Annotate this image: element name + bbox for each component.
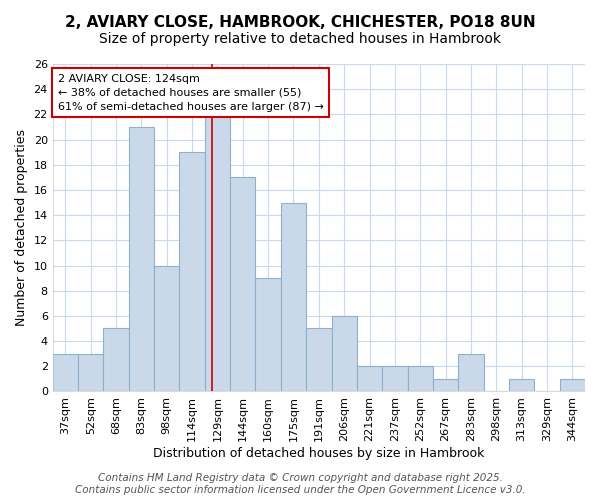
Text: Size of property relative to detached houses in Hambrook: Size of property relative to detached ho…	[99, 32, 501, 46]
Bar	[332, 316, 357, 392]
Bar	[179, 152, 205, 392]
Bar	[154, 266, 179, 392]
Bar	[458, 354, 484, 392]
Bar	[230, 178, 256, 392]
Text: Contains HM Land Registry data © Crown copyright and database right 2025.
Contai: Contains HM Land Registry data © Crown c…	[74, 474, 526, 495]
Bar	[509, 379, 535, 392]
Text: 2, AVIARY CLOSE, HAMBROOK, CHICHESTER, PO18 8UN: 2, AVIARY CLOSE, HAMBROOK, CHICHESTER, P…	[65, 15, 535, 30]
Bar	[306, 328, 332, 392]
Bar	[205, 114, 230, 392]
Bar	[103, 328, 129, 392]
Y-axis label: Number of detached properties: Number of detached properties	[15, 129, 28, 326]
Bar	[560, 379, 585, 392]
Bar	[433, 379, 458, 392]
Bar	[281, 202, 306, 392]
Bar	[407, 366, 433, 392]
Bar	[357, 366, 382, 392]
X-axis label: Distribution of detached houses by size in Hambrook: Distribution of detached houses by size …	[153, 447, 485, 460]
Bar	[78, 354, 103, 392]
Bar	[129, 127, 154, 392]
Bar	[256, 278, 281, 392]
Text: 2 AVIARY CLOSE: 124sqm
← 38% of detached houses are smaller (55)
61% of semi-det: 2 AVIARY CLOSE: 124sqm ← 38% of detached…	[58, 74, 324, 112]
Bar	[382, 366, 407, 392]
Bar	[53, 354, 78, 392]
